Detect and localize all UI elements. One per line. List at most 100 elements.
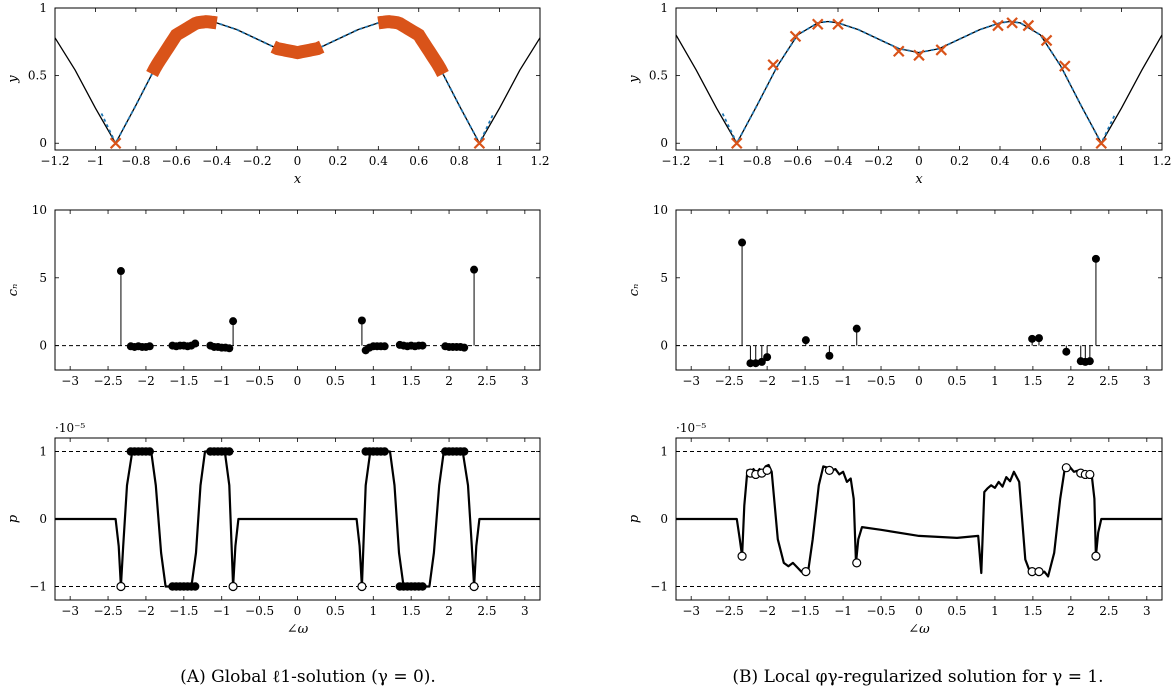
bottom-right-open-marker: [801, 567, 811, 577]
chart-top-left: −1.2 −1 −0.8 −0.6 −0.4 −0.2 0 0.2 0.4 0.6 0.8 1 1.2 0…: [6, 1, 550, 187]
bottom-right-axes-frame: [675, 437, 1163, 601]
top-right-fit-line: [721, 20, 1117, 146]
bottom-left-xlabel: ∠ω: [287, 622, 309, 637]
top-right-xtick-label: 1.2: [1152, 154, 1171, 168]
bottom-left-axes-frame: [54, 437, 541, 601]
mid-right-stem-point: [751, 359, 760, 368]
top-left-xtick-label: 0.6: [409, 154, 428, 168]
bottom-right-open-marker: [1091, 551, 1101, 561]
top-right-ytick-label: 1: [660, 1, 668, 15]
top-right-cross-marker: [913, 49, 925, 62]
bottom-right-open-marker: [1085, 469, 1095, 480]
mid-right-stem-point: [763, 353, 772, 362]
mid-right-xtick-label: 1: [991, 374, 999, 388]
top-left-curve-line: [55, 20, 540, 145]
top-right-curve-line: [676, 20, 1162, 145]
bottom-right-yscale-label: ·10⁻⁵: [676, 421, 706, 435]
bottom-left-filled-marker: [190, 582, 200, 591]
top-right-xtick-label: 0: [915, 154, 923, 168]
caption-right: (B) Local φγ-regularized solution for γ …: [732, 667, 1103, 687]
bottom-right-open-marker: [762, 465, 772, 475]
bottom-left-xtick-label: 0.5: [326, 604, 345, 618]
mid-left-ytick-label: 0: [39, 339, 47, 353]
mid-left-stem-point: [145, 342, 154, 351]
bottom-left-filled-marker: [145, 447, 154, 456]
bottom-left-xtick-label: 3: [521, 604, 529, 618]
top-left-xtick-label: −0.4: [202, 154, 232, 168]
mid-left-axes-frame: [54, 209, 541, 371]
bottom-right-xtick-label: 1.5: [1023, 604, 1042, 618]
mid-left-stem-point: [418, 341, 427, 350]
bottom-left-xtick-label: −3: [61, 604, 79, 618]
bottom-left-filled-marker: [460, 447, 469, 456]
top-right-ylabel: y: [627, 75, 642, 84]
top-right-cross-marker: [1040, 34, 1053, 47]
chart-mid-left: −3 −2.5 −2 −1.5 −1 −0.5 0 0.5 1 1.5 2 2.5 3 0 5 10 cₙ: [6, 203, 541, 388]
chart-bottom-left: −3 −2.5 −2 −1.5 −1 −0.5 0 0.5 1 1.5 2 2.5 3 −1 0 1 ∠ω p ·1…: [6, 421, 541, 637]
mid-right-stem-point: [1091, 254, 1100, 263]
mid-right-stem-point: [1062, 347, 1071, 356]
mid-right-xtick-label: −2: [758, 374, 776, 388]
top-right-cross-marker: [789, 30, 802, 43]
bottom-left-open-marker: [469, 581, 479, 592]
top-right-cross-marker: [935, 44, 948, 56]
mid-right-stem-point: [801, 336, 810, 345]
mid-left-xtick-label: 2: [445, 374, 453, 388]
top-left-axes-frame: [54, 7, 541, 151]
top-left-plot-area: [55, 15, 540, 150]
mid-left-stem-point: [116, 267, 125, 276]
mid-right-stem-point: [757, 357, 766, 366]
bottom-right-xtick-label: −2: [758, 604, 776, 618]
mid-left-xtick-label: −3: [61, 374, 79, 388]
top-right-ytick-label: 0: [660, 136, 668, 150]
top-right-cross-marker: [1059, 60, 1071, 72]
mid-left-plot-area: [55, 265, 540, 355]
mid-left-ytick-label: 10: [32, 203, 47, 217]
mid-right-xtick-label: 3: [1143, 374, 1151, 388]
bottom-left-ylabel: p: [6, 514, 21, 523]
bottom-right-xtick-label: 0: [915, 604, 923, 618]
bottom-right-xlabel: ∠ω: [908, 622, 930, 637]
mid-left-xtick-label: −0.5: [245, 374, 274, 388]
top-left-xtick-label: 1.2: [530, 154, 549, 168]
mid-right-ylabel: cₙ: [627, 284, 642, 297]
top-right-cross-marker: [730, 137, 743, 150]
mid-right-stem-point: [825, 351, 834, 360]
top-right-cross-marker: [1006, 17, 1018, 29]
top-left-support-segment: [146, 15, 218, 77]
top-right-xtick-label: −1: [708, 154, 726, 168]
mid-left-stem-point: [380, 342, 389, 351]
top-left-xtick-label: −0.2: [243, 154, 272, 168]
mid-left-ylabel: cₙ: [6, 284, 21, 297]
top-right-axes-frame: [675, 7, 1163, 151]
bottom-right-xtick-label: 1: [991, 604, 999, 618]
chart-mid-right: −3 −2.5 −2 −1.5 −1 −0.5 0 0.5 1 1.5 2 2.5 3 0 5 10 cₙ: [627, 203, 1163, 388]
bottom-right-plot-area: [676, 451, 1162, 587]
top-right-xtick-label: 1: [1118, 154, 1126, 168]
mid-right-stem-point: [1028, 334, 1037, 343]
mid-left-xtick-label: 1: [369, 374, 377, 388]
bottom-right-xtick-label: 0.5: [947, 604, 966, 618]
mid-left-xtick-label: 2.5: [477, 374, 496, 388]
mid-right-xtick-label: 2.5: [1099, 374, 1118, 388]
bottom-right-open-marker: [737, 551, 747, 561]
top-left-cross-marker: [473, 137, 486, 150]
bottom-right-xtick-label: 2: [1067, 604, 1075, 618]
top-left-xtick-label: −0.6: [162, 154, 191, 168]
top-left-support-segment: [377, 15, 449, 77]
top-left-xtick-label: −0.8: [121, 154, 150, 168]
bottom-right-xtick-label: 3: [1143, 604, 1151, 618]
bottom-left-open-marker: [357, 581, 367, 592]
bottom-right-xtick-label: 2.5: [1099, 604, 1118, 618]
bottom-left-yscale-label: ·10⁻⁵: [55, 421, 85, 435]
top-left-xtick-label: 0.2: [328, 154, 347, 168]
mid-left-stem-point: [191, 339, 200, 348]
mid-left-stem-point: [470, 265, 479, 274]
mid-left-xtick-label: 0: [294, 374, 302, 388]
top-right-xtick-label: 0.2: [950, 154, 969, 168]
top-left-support-segment: [270, 40, 325, 60]
mid-right-xtick-label: −3: [682, 374, 700, 388]
top-right-xlabel: x: [915, 172, 923, 187]
bottom-right-ytick-label: 1: [660, 445, 668, 459]
mid-left-xtick-label: −1.5: [169, 374, 198, 388]
